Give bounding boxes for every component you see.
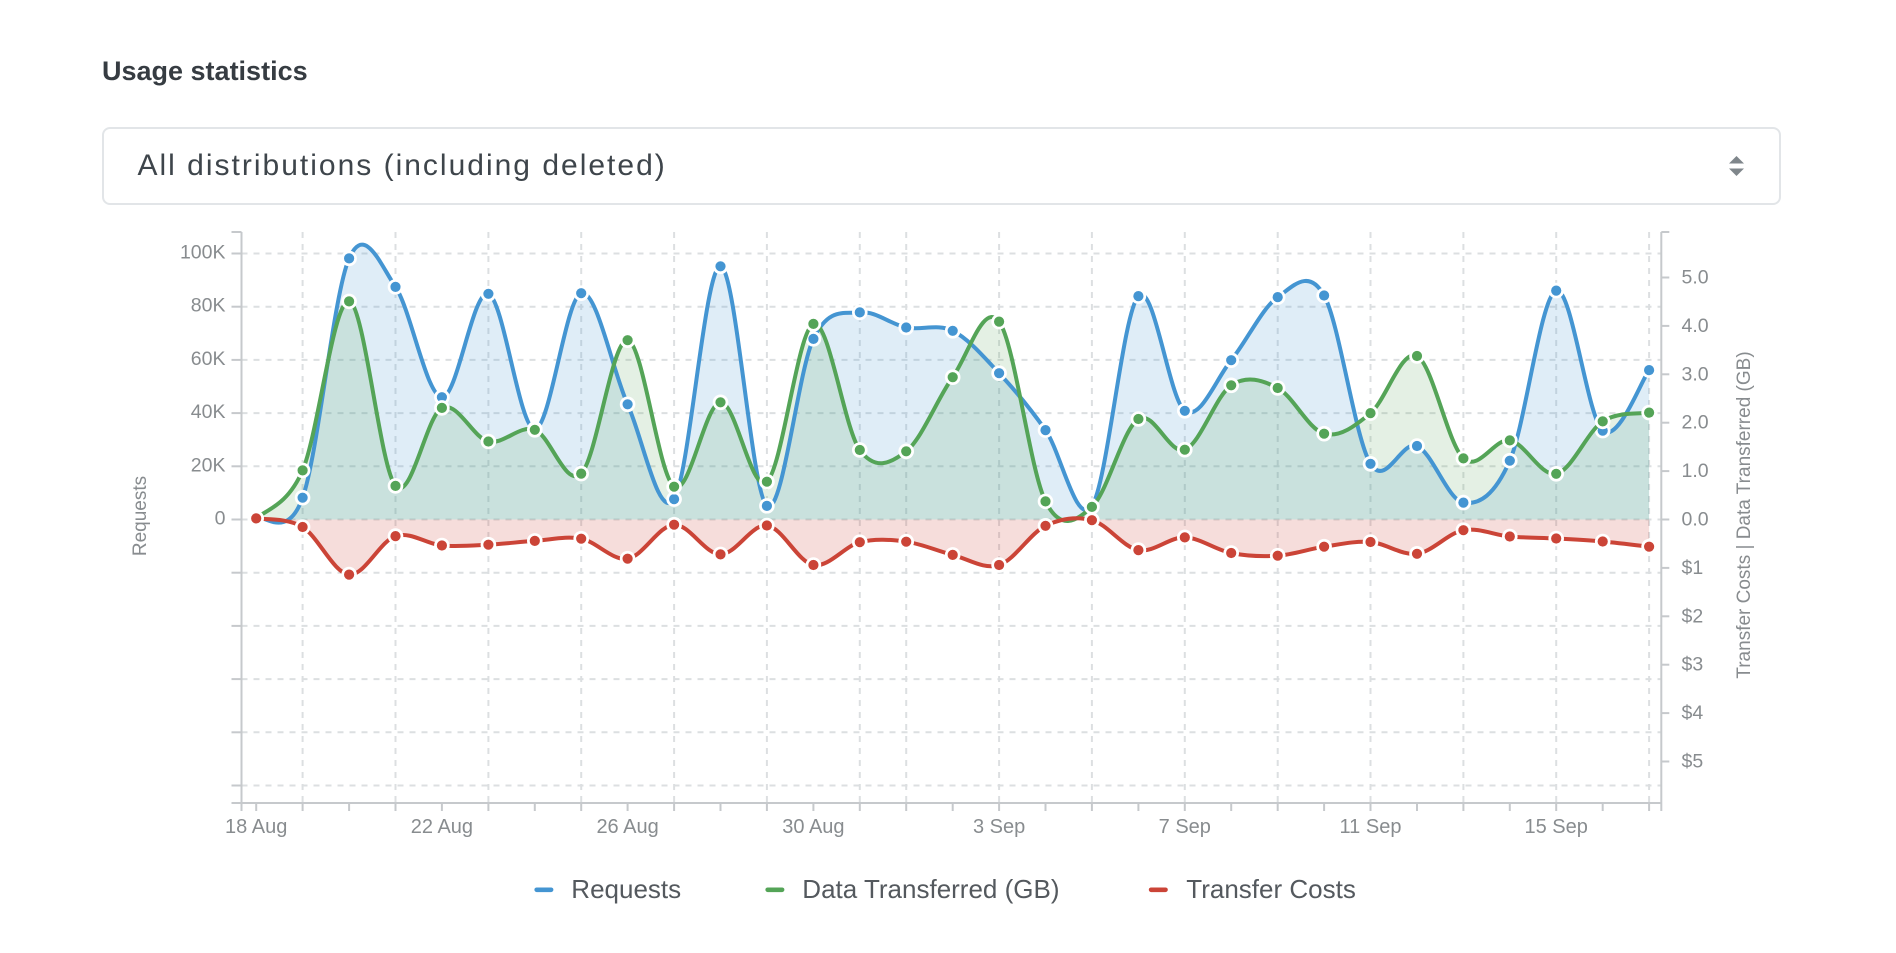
svg-text:Requests: Requests <box>130 476 151 556</box>
svg-text:20K: 20K <box>191 454 226 476</box>
svg-text:Data Transferred (GB): Data Transferred (GB) <box>802 874 1059 904</box>
svg-text:80K: 80K <box>191 295 226 317</box>
svg-text:Requests: Requests <box>571 874 681 904</box>
svg-text:5.0: 5.0 <box>1682 267 1709 289</box>
svg-text:0: 0 <box>215 508 226 530</box>
svg-text:22 Aug: 22 Aug <box>411 816 473 838</box>
svg-text:30 Aug: 30 Aug <box>782 816 844 838</box>
svg-text:2.0: 2.0 <box>1682 412 1709 434</box>
svg-text:Transfer Costs | Data Transfer: Transfer Costs | Data Transferred (GB) <box>1734 351 1755 678</box>
svg-text:$3: $3 <box>1682 654 1704 676</box>
svg-text:7 Sep: 7 Sep <box>1159 816 1211 838</box>
svg-text:$2: $2 <box>1682 605 1704 627</box>
svg-text:$5: $5 <box>1682 751 1704 773</box>
svg-text:11 Sep: 11 Sep <box>1340 816 1402 838</box>
svg-text:18 Aug: 18 Aug <box>225 816 287 838</box>
svg-text:40K: 40K <box>191 401 226 423</box>
svg-text:4.0: 4.0 <box>1682 315 1709 337</box>
svg-text:$4: $4 <box>1682 702 1704 724</box>
svg-text:100K: 100K <box>180 242 226 264</box>
svg-text:$1: $1 <box>1682 557 1704 579</box>
svg-text:3.0: 3.0 <box>1682 363 1709 385</box>
svg-text:1.0: 1.0 <box>1682 460 1709 482</box>
svg-text:15 Sep: 15 Sep <box>1525 816 1588 838</box>
svg-text:60K: 60K <box>191 348 226 370</box>
svg-text:3 Sep: 3 Sep <box>973 816 1025 838</box>
svg-text:Transfer Costs: Transfer Costs <box>1186 874 1356 904</box>
svg-text:26 Aug: 26 Aug <box>596 816 658 838</box>
svg-text:0.0: 0.0 <box>1682 509 1709 531</box>
